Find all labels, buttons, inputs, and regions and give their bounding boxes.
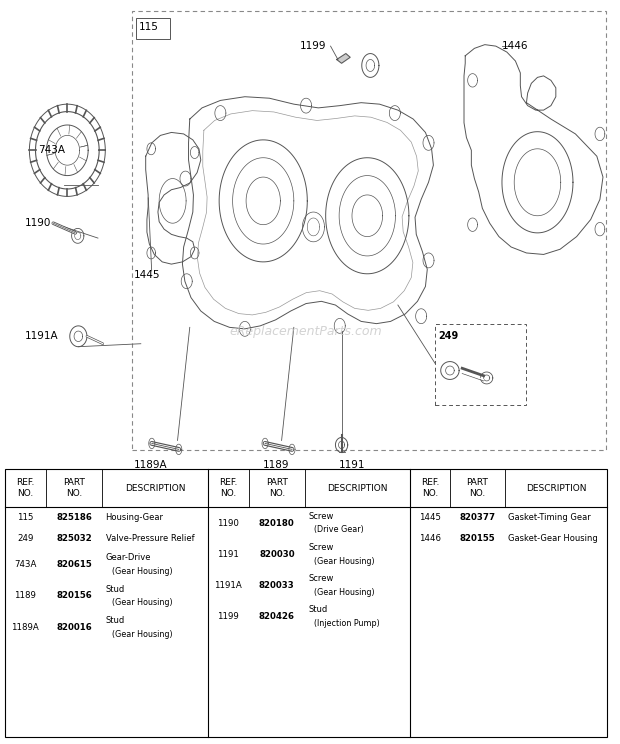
Text: 820030: 820030	[259, 550, 294, 559]
Text: 820016: 820016	[56, 623, 92, 632]
Text: Screw: Screw	[308, 512, 334, 521]
Text: 1199: 1199	[300, 41, 327, 51]
Text: REF.
NO.: REF. NO.	[219, 478, 237, 498]
Text: 820426: 820426	[259, 612, 295, 621]
Text: 820377: 820377	[459, 513, 495, 522]
Text: Stud: Stud	[105, 585, 125, 594]
Text: (Gear Housing): (Gear Housing)	[314, 557, 375, 565]
Text: (Gear Housing): (Gear Housing)	[112, 598, 172, 607]
Text: 115: 115	[17, 513, 33, 522]
Text: (Gear Housing): (Gear Housing)	[314, 588, 375, 597]
Text: 249: 249	[438, 331, 459, 341]
Text: 1445: 1445	[419, 513, 441, 522]
Text: 115: 115	[139, 22, 159, 32]
Text: 1189: 1189	[14, 591, 36, 600]
Text: 820155: 820155	[459, 534, 495, 543]
Text: Housing-Gear: Housing-Gear	[105, 513, 164, 522]
Text: 1191: 1191	[218, 550, 239, 559]
Text: 820033: 820033	[259, 581, 294, 590]
Text: 1191A: 1191A	[215, 581, 242, 590]
Text: (Gear Housing): (Gear Housing)	[112, 567, 172, 576]
Text: (Drive Gear): (Drive Gear)	[314, 525, 364, 534]
Text: PART
NO.: PART NO.	[466, 478, 488, 498]
Text: PART
NO.: PART NO.	[266, 478, 288, 498]
Polygon shape	[337, 54, 350, 63]
Text: Screw: Screw	[308, 574, 334, 583]
Text: Stud: Stud	[308, 606, 327, 615]
Bar	[131, 11, 606, 450]
Text: 825032: 825032	[56, 534, 92, 543]
Text: REF.
NO.: REF. NO.	[420, 478, 439, 498]
Text: REF.
NO.: REF. NO.	[16, 478, 34, 498]
Text: DESCRIPTION: DESCRIPTION	[526, 484, 587, 493]
Bar	[435, 324, 526, 405]
Text: (Gear Housing): (Gear Housing)	[112, 629, 172, 638]
Text: 1190: 1190	[24, 218, 51, 228]
Text: PART
NO.: PART NO.	[63, 478, 85, 498]
Text: eReplacementParts.com: eReplacementParts.com	[230, 324, 383, 338]
Text: (Injection Pump): (Injection Pump)	[314, 619, 380, 628]
Bar	[136, 18, 169, 39]
Text: DESCRIPTION: DESCRIPTION	[125, 484, 185, 493]
Text: 249: 249	[17, 534, 33, 543]
Text: 1189: 1189	[264, 460, 290, 469]
Text: Gasket-Timing Gear: Gasket-Timing Gear	[508, 513, 591, 522]
Text: 743A: 743A	[14, 560, 37, 569]
Text: 820156: 820156	[56, 591, 92, 600]
Text: 1445: 1445	[133, 270, 160, 280]
Text: 825186: 825186	[56, 513, 92, 522]
Text: 1446: 1446	[419, 534, 441, 543]
Text: 1446: 1446	[502, 41, 528, 51]
Text: Valve-Pressure Relief: Valve-Pressure Relief	[105, 534, 194, 543]
Text: 1189A: 1189A	[11, 623, 39, 632]
Text: 1189A: 1189A	[133, 460, 167, 469]
Text: 1190: 1190	[218, 519, 239, 527]
Text: 1191A: 1191A	[24, 331, 58, 341]
Text: 820615: 820615	[56, 560, 92, 569]
Bar	[5, 469, 607, 737]
Text: Gear-Drive: Gear-Drive	[105, 554, 151, 562]
Text: Screw: Screw	[308, 543, 334, 552]
Text: 1191: 1191	[339, 460, 365, 469]
Text: 743A: 743A	[38, 145, 66, 155]
Text: Stud: Stud	[105, 616, 125, 625]
Text: 820180: 820180	[259, 519, 294, 527]
Text: 1199: 1199	[218, 612, 239, 621]
Text: DESCRIPTION: DESCRIPTION	[327, 484, 388, 493]
Text: Gasket-Gear Housing: Gasket-Gear Housing	[508, 534, 598, 543]
